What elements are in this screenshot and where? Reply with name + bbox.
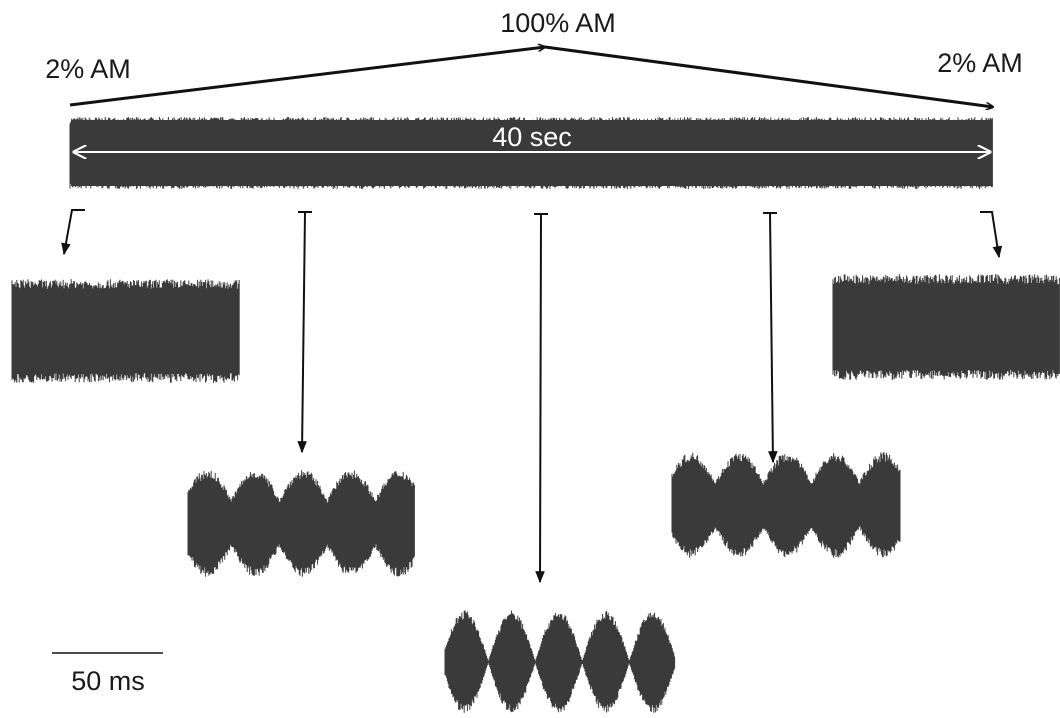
duration-label: 40 sec	[492, 122, 572, 152]
end-label: 2% AM	[937, 48, 1023, 78]
pointer-arrow	[534, 213, 548, 584]
pointer-arrows	[61, 209, 1003, 584]
waveform	[11, 279, 240, 383]
pointer-arrow	[980, 211, 1003, 259]
pointer-arrow	[61, 209, 85, 256]
start-label: 2% AM	[45, 54, 131, 84]
waveform	[444, 610, 676, 713]
waveform	[671, 452, 901, 558]
pointer-arrow	[297, 211, 312, 454]
scale-label: 50 ms	[71, 666, 145, 696]
waveform	[832, 274, 1060, 380]
ramp-up-arrow	[69, 47, 545, 107]
waveform	[187, 470, 415, 577]
pointer-arrow	[763, 212, 778, 464]
middle-label: 100% AM	[500, 8, 616, 38]
waveforms	[11, 117, 1060, 713]
ramp-down-arrow	[544, 45, 993, 107]
